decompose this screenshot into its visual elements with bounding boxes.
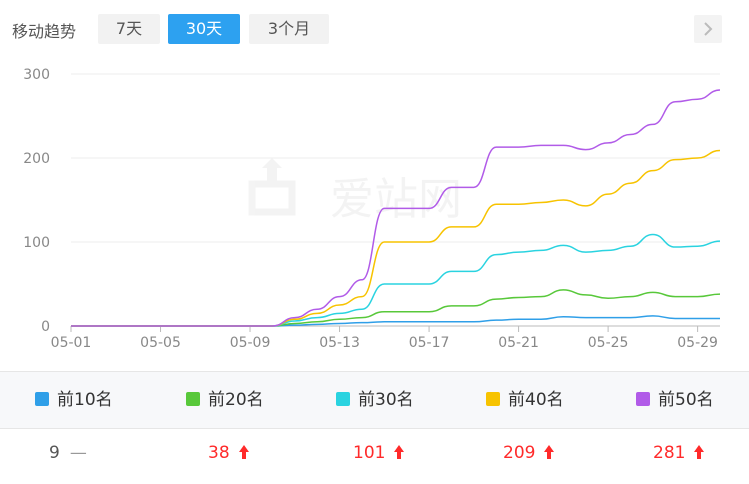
y-tick-label: 0 xyxy=(41,319,50,335)
x-tick-label: 05-25 xyxy=(588,335,629,351)
value-top40: 209 xyxy=(503,442,555,464)
value-top50: 281 xyxy=(653,442,705,464)
legend-item-top10[interactable]: 前10名 xyxy=(35,390,113,410)
watermark-text: 爱站网 xyxy=(330,174,462,225)
legend-label-top20: 前20名 xyxy=(208,390,264,410)
value-top30: 101 xyxy=(353,442,405,464)
x-tick-label: 05-09 xyxy=(230,335,271,351)
current-values-row: 9— 38 101 209 281 xyxy=(0,428,749,478)
chevron-right-icon xyxy=(704,22,713,36)
chart-watermark: 爱站网 xyxy=(248,158,462,225)
legend-swatch-top30 xyxy=(336,392,350,406)
no-change-indicator: — xyxy=(69,443,87,463)
legend-label-top10: 前10名 xyxy=(57,390,113,410)
y-tick-label: 100 xyxy=(23,235,50,251)
x-tick-label: 05-21 xyxy=(498,335,539,351)
x-tick-label: 05-05 xyxy=(140,335,181,351)
x-tick-label: 05-13 xyxy=(319,335,360,351)
legend-swatch-top20 xyxy=(186,392,200,406)
value-top10: 9— xyxy=(49,442,87,464)
legend-bar: 前10名 前20名 前30名 前40名 前50名 xyxy=(0,371,749,429)
series-line-前20名 xyxy=(71,289,721,327)
value-number: 209 xyxy=(503,443,536,463)
x-tick-label: 05-29 xyxy=(677,335,718,351)
trend-header: 移动趋势 7天 30天 3个月 xyxy=(0,0,749,60)
tab-3-months[interactable]: 3个月 xyxy=(249,14,329,44)
trend-chart-svg: 爱站网 0 100 200 300 05-01 05-05 05-09 05-13 05-17 0… xyxy=(23,67,721,351)
legend-label-top40: 前40名 xyxy=(508,390,564,410)
legend-item-top30[interactable]: 前30名 xyxy=(336,390,414,410)
value-number: 281 xyxy=(653,443,686,463)
tab-30-days[interactable]: 30天 xyxy=(168,14,240,44)
arrow-up-icon xyxy=(544,445,555,459)
x-tick-label: 05-17 xyxy=(409,335,450,351)
legend-label-top30: 前30名 xyxy=(358,390,414,410)
legend-item-top20[interactable]: 前20名 xyxy=(186,390,264,410)
watermark-logo-box xyxy=(248,180,296,216)
arrow-up-icon xyxy=(694,445,705,459)
trend-chart: 爱站网 0 100 200 300 05-01 05-05 05-09 05-13 05-17 0… xyxy=(0,60,749,360)
tab-7-days[interactable]: 7天 xyxy=(98,14,160,44)
section-title: 移动趋势 xyxy=(12,22,77,41)
legend-swatch-top10 xyxy=(35,392,49,406)
value-number: 9 xyxy=(49,443,60,463)
arrow-up-icon xyxy=(394,445,405,459)
legend-swatch-top40 xyxy=(486,392,500,406)
legend-label-top50: 前50名 xyxy=(658,390,714,410)
legend-item-top50[interactable]: 前50名 xyxy=(636,390,714,410)
value-top20: 38 xyxy=(208,442,250,464)
legend-swatch-top50 xyxy=(636,392,650,406)
value-number: 38 xyxy=(208,443,230,463)
value-number: 101 xyxy=(353,443,386,463)
series-line-前10名 xyxy=(71,315,720,327)
y-tick-label: 300 xyxy=(23,67,50,83)
y-tick-label: 200 xyxy=(23,151,50,167)
watermark-logo-icon xyxy=(262,158,282,182)
arrow-up-icon xyxy=(238,445,249,459)
legend-item-top40[interactable]: 前40名 xyxy=(486,390,564,410)
x-tick-label: 05-01 xyxy=(51,335,92,351)
next-button[interactable] xyxy=(694,15,722,43)
series-line-前50名 xyxy=(71,89,721,327)
